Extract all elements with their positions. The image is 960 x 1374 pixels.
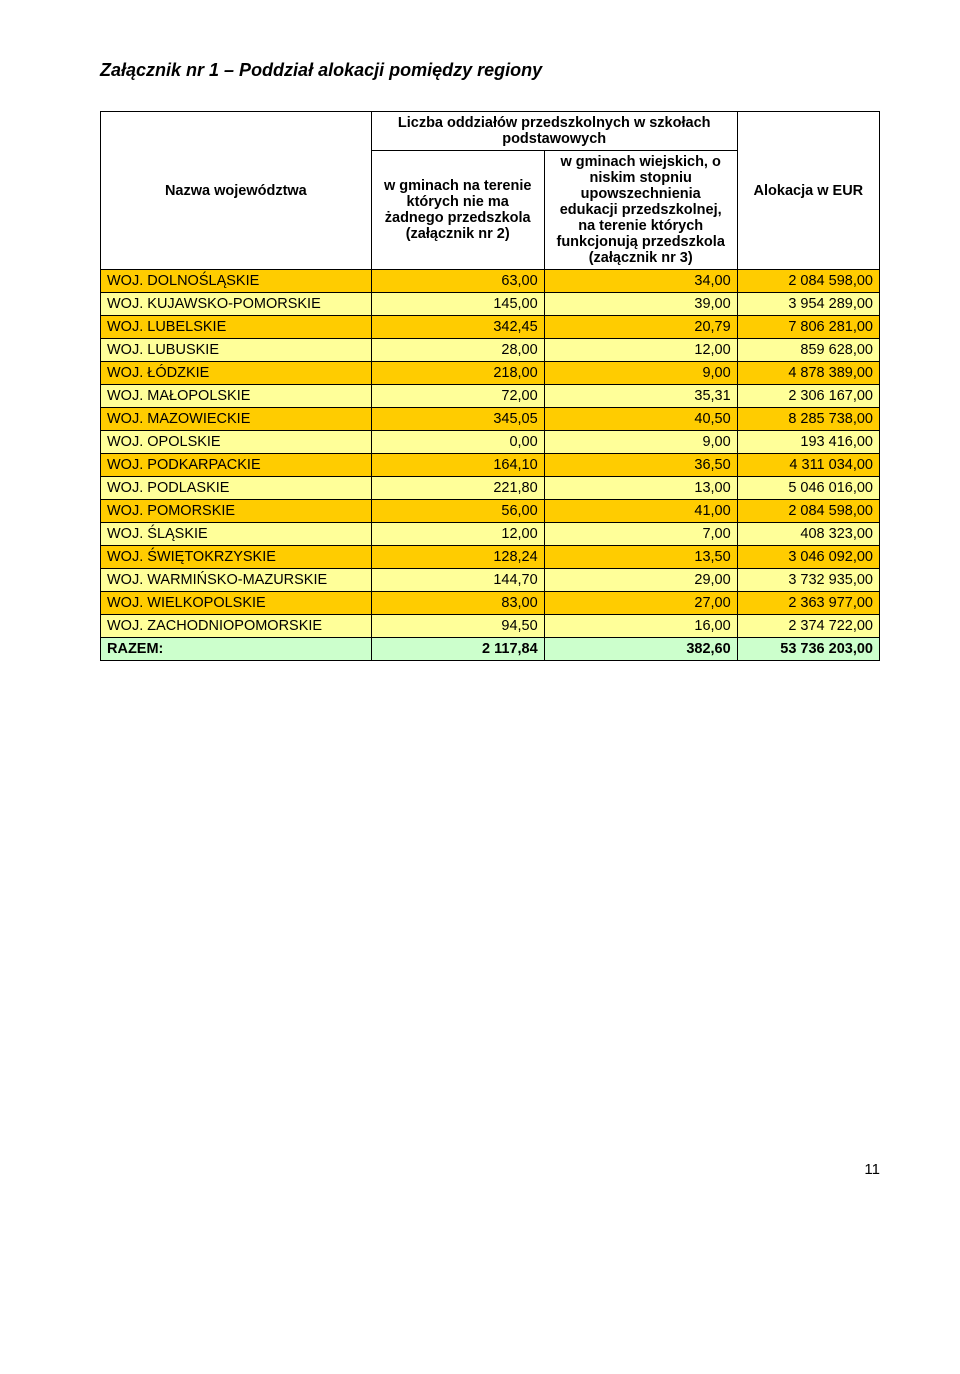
cell-name: WOJ. PODKARPACKIE — [101, 454, 372, 477]
cell-v2: 41,00 — [544, 500, 737, 523]
cell-name: WOJ. LUBUSKIE — [101, 339, 372, 362]
table-row: WOJ. ŚWIĘTOKRZYSKIE128,2413,503 046 092,… — [101, 546, 880, 569]
cell-name: WOJ. MAZOWIECKIE — [101, 408, 372, 431]
cell-v2: 34,00 — [544, 270, 737, 293]
header-col3: w gminach wiejskich, o niskim stopniu up… — [544, 151, 737, 270]
document-title: Załącznik nr 1 – Poddział alokacji pomię… — [100, 60, 880, 81]
cell-name: WOJ. PODLASKIE — [101, 477, 372, 500]
table-row: WOJ. LUBUSKIE28,0012,00859 628,00 — [101, 339, 880, 362]
table-row: WOJ. ZACHODNIOPOMORSKIE94,5016,002 374 7… — [101, 615, 880, 638]
table-row-total: RAZEM:2 117,84382,6053 736 203,00 — [101, 638, 880, 661]
table-row: WOJ. OPOLSKIE0,009,00193 416,00 — [101, 431, 880, 454]
cell-v2: 16,00 — [544, 615, 737, 638]
table-row: WOJ. PODLASKIE221,8013,005 046 016,00 — [101, 477, 880, 500]
cell-v2: 13,50 — [544, 546, 737, 569]
cell-v1: 128,24 — [371, 546, 544, 569]
cell-v1: 56,00 — [371, 500, 544, 523]
cell-v1: 342,45 — [371, 316, 544, 339]
table-row: WOJ. ŚLĄSKIE12,007,00408 323,00 — [101, 523, 880, 546]
cell-v2: 40,50 — [544, 408, 737, 431]
cell-v1: 221,80 — [371, 477, 544, 500]
cell-v1: 63,00 — [371, 270, 544, 293]
cell-total-v2: 382,60 — [544, 638, 737, 661]
cell-name: WOJ. KUJAWSKO-POMORSKIE — [101, 293, 372, 316]
cell-v3: 3 954 289,00 — [737, 293, 879, 316]
cell-v3: 3 732 935,00 — [737, 569, 879, 592]
table-row: WOJ. ŁÓDZKIE218,009,004 878 389,00 — [101, 362, 880, 385]
cell-v2: 12,00 — [544, 339, 737, 362]
table-row: WOJ. MAZOWIECKIE345,0540,508 285 738,00 — [101, 408, 880, 431]
cell-v1: 144,70 — [371, 569, 544, 592]
header-col-name: Nazwa województwa — [101, 112, 372, 270]
cell-name: WOJ. POMORSKIE — [101, 500, 372, 523]
page-number: 11 — [100, 1161, 880, 1178]
table-row: WOJ. PODKARPACKIE164,1036,504 311 034,00 — [101, 454, 880, 477]
cell-name: WOJ. ŚLĄSKIE — [101, 523, 372, 546]
cell-v3: 2 084 598,00 — [737, 270, 879, 293]
cell-v3: 193 416,00 — [737, 431, 879, 454]
cell-name: WOJ. DOLNOŚLĄSKIE — [101, 270, 372, 293]
cell-v3: 8 285 738,00 — [737, 408, 879, 431]
table-row: WOJ. WARMIŃSKO-MAZURSKIE144,7029,003 732… — [101, 569, 880, 592]
cell-name: WOJ. ŁÓDZKIE — [101, 362, 372, 385]
allocation-table: Nazwa województwa Liczba oddziałów przed… — [100, 111, 880, 661]
table-row: WOJ. WIELKOPOLSKIE83,0027,002 363 977,00 — [101, 592, 880, 615]
table-body: WOJ. DOLNOŚLĄSKIE63,0034,002 084 598,00W… — [101, 270, 880, 661]
cell-v1: 12,00 — [371, 523, 544, 546]
cell-name: WOJ. ZACHODNIOPOMORSKIE — [101, 615, 372, 638]
table-header: Nazwa województwa Liczba oddziałów przed… — [101, 112, 880, 270]
cell-name: WOJ. WIELKOPOLSKIE — [101, 592, 372, 615]
cell-v1: 218,00 — [371, 362, 544, 385]
cell-v3: 2 306 167,00 — [737, 385, 879, 408]
cell-v1: 94,50 — [371, 615, 544, 638]
cell-v3: 2 084 598,00 — [737, 500, 879, 523]
cell-v3: 408 323,00 — [737, 523, 879, 546]
cell-v2: 29,00 — [544, 569, 737, 592]
cell-v2: 20,79 — [544, 316, 737, 339]
cell-v2: 35,31 — [544, 385, 737, 408]
cell-name: WOJ. MAŁOPOLSKIE — [101, 385, 372, 408]
cell-v3: 7 806 281,00 — [737, 316, 879, 339]
cell-total-v1: 2 117,84 — [371, 638, 544, 661]
cell-v1: 345,05 — [371, 408, 544, 431]
cell-v1: 83,00 — [371, 592, 544, 615]
cell-name: WOJ. ŚWIĘTOKRZYSKIE — [101, 546, 372, 569]
cell-v3: 859 628,00 — [737, 339, 879, 362]
cell-name: WOJ. WARMIŃSKO-MAZURSKIE — [101, 569, 372, 592]
cell-name: WOJ. LUBELSKIE — [101, 316, 372, 339]
cell-name: WOJ. OPOLSKIE — [101, 431, 372, 454]
cell-v2: 9,00 — [544, 362, 737, 385]
cell-v1: 164,10 — [371, 454, 544, 477]
table-row: WOJ. DOLNOŚLĄSKIE63,0034,002 084 598,00 — [101, 270, 880, 293]
cell-v1: 0,00 — [371, 431, 544, 454]
table-row: WOJ. KUJAWSKO-POMORSKIE145,0039,003 954 … — [101, 293, 880, 316]
header-col2: w gminach na terenie których nie ma żadn… — [371, 151, 544, 270]
cell-v2: 27,00 — [544, 592, 737, 615]
cell-v2: 7,00 — [544, 523, 737, 546]
cell-v1: 145,00 — [371, 293, 544, 316]
header-col-allocation: Alokacja w EUR — [737, 112, 879, 270]
table-row: WOJ. POMORSKIE56,0041,002 084 598,00 — [101, 500, 880, 523]
cell-v1: 72,00 — [371, 385, 544, 408]
cell-v2: 36,50 — [544, 454, 737, 477]
cell-v3: 3 046 092,00 — [737, 546, 879, 569]
cell-total-v3: 53 736 203,00 — [737, 638, 879, 661]
cell-v2: 13,00 — [544, 477, 737, 500]
cell-v3: 4 878 389,00 — [737, 362, 879, 385]
cell-v3: 4 311 034,00 — [737, 454, 879, 477]
cell-total-name: RAZEM: — [101, 638, 372, 661]
cell-v3: 2 363 977,00 — [737, 592, 879, 615]
cell-v3: 2 374 722,00 — [737, 615, 879, 638]
table-row: WOJ. MAŁOPOLSKIE72,0035,312 306 167,00 — [101, 385, 880, 408]
cell-v3: 5 046 016,00 — [737, 477, 879, 500]
cell-v1: 28,00 — [371, 339, 544, 362]
table-row: WOJ. LUBELSKIE342,4520,797 806 281,00 — [101, 316, 880, 339]
cell-v2: 39,00 — [544, 293, 737, 316]
header-col-group: Liczba oddziałów przedszkolnych w szkoła… — [371, 112, 737, 151]
cell-v2: 9,00 — [544, 431, 737, 454]
